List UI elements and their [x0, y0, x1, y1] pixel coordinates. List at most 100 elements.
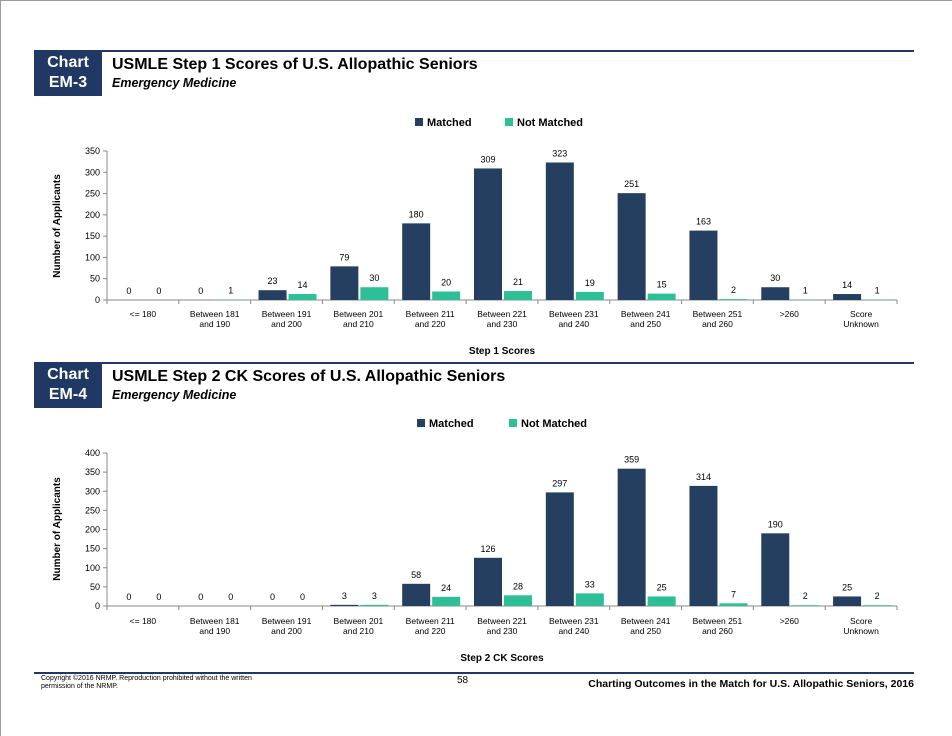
bar-matched — [761, 287, 790, 300]
bar-matched — [402, 223, 431, 300]
bar-not-matched — [647, 596, 676, 606]
chart-title: USMLE Step 2 CK Scores of U.S. Allopathi… — [112, 368, 506, 385]
bar-not-matched — [791, 605, 820, 606]
data-label-matched: 297 — [552, 478, 567, 488]
data-label-matched: 0 — [126, 592, 131, 602]
bar-matched — [617, 193, 646, 300]
x-category-label: Between 181 — [190, 309, 240, 319]
bar-not-matched — [863, 605, 892, 606]
x-category-label: and 230 — [487, 319, 518, 329]
bar-not-matched — [432, 596, 461, 606]
data-label-matched: 14 — [842, 280, 852, 290]
x-category-label: and 200 — [271, 319, 302, 329]
badge-line-1: Chart — [47, 366, 89, 383]
x-category-label: and 190 — [199, 319, 230, 329]
data-label-not-matched: 1 — [228, 286, 233, 296]
data-label-matched: 251 — [624, 179, 639, 189]
chart-badge: Chart EM-3 — [34, 50, 102, 96]
x-category-label: and 200 — [271, 626, 302, 636]
x-category-label: Between 201 — [334, 309, 384, 319]
legend-label: Matched — [429, 418, 474, 430]
data-label-matched: 3 — [342, 591, 347, 601]
data-label-matched: 309 — [480, 154, 495, 164]
bar-matched — [833, 596, 862, 606]
data-label-not-matched: 30 — [369, 273, 379, 283]
data-label-matched: 126 — [480, 544, 495, 554]
y-tick-label: 350 — [85, 146, 100, 156]
bar-matched — [689, 485, 718, 606]
y-tick-label: 300 — [85, 167, 100, 177]
legend-label: Not Matched — [517, 117, 583, 129]
x-category-label: and 240 — [558, 319, 589, 329]
y-tick-label: 50 — [90, 274, 100, 284]
x-category-label: Between 251 — [693, 616, 743, 626]
x-category-label: Between 181 — [190, 616, 240, 626]
x-category-label: Between 241 — [621, 616, 671, 626]
x-category-label: Between 191 — [262, 309, 312, 319]
data-label-matched: 0 — [198, 286, 203, 296]
bar-matched — [402, 583, 431, 606]
bar-not-matched — [360, 287, 389, 300]
data-label-not-matched: 0 — [228, 592, 233, 602]
legend-swatch — [505, 118, 513, 126]
header-rule — [102, 50, 914, 52]
legend-swatch — [509, 419, 517, 427]
data-label-not-matched: 3 — [372, 591, 377, 601]
y-tick-label: 100 — [85, 252, 100, 262]
bar-matched — [258, 290, 287, 300]
y-tick-label: 0 — [95, 601, 100, 611]
chart-subtitle: Emergency Medicine — [112, 388, 237, 402]
bar-matched — [474, 557, 502, 606]
data-label-matched: 163 — [696, 217, 711, 227]
data-label-matched: 58 — [411, 570, 421, 580]
y-tick-label: 400 — [85, 448, 100, 458]
data-label-not-matched: 0 — [300, 592, 305, 602]
x-category-label: Score — [850, 309, 872, 319]
data-label-not-matched: 2 — [875, 591, 880, 601]
data-label-not-matched: 2 — [803, 591, 808, 601]
data-label-not-matched: 7 — [731, 589, 736, 599]
x-category-label: Unknown — [843, 626, 879, 636]
x-category-label: and 210 — [343, 626, 374, 636]
x-category-label: Between 211 — [406, 309, 455, 319]
bar-not-matched — [504, 291, 532, 300]
bar-not-matched — [647, 293, 676, 300]
data-label-not-matched: 19 — [585, 278, 595, 288]
x-category-label: Between 231 — [549, 616, 599, 626]
x-category-label: Between 211 — [406, 616, 455, 626]
data-label-not-matched: 25 — [657, 582, 667, 592]
badge-line-2: EM-4 — [48, 386, 88, 403]
data-label-matched: 0 — [270, 592, 275, 602]
bar-matched — [761, 533, 790, 606]
x-axis-title: Step 1 Scores — [469, 346, 536, 357]
data-label-matched: 79 — [339, 252, 349, 262]
bar-not-matched — [360, 604, 389, 606]
x-category-label: <= 180 — [130, 309, 157, 319]
x-category-label: and 210 — [343, 319, 374, 329]
x-category-label: Between 241 — [621, 309, 671, 319]
chart-title: USMLE Step 1 Scores of U.S. Allopathic S… — [112, 56, 478, 73]
data-label-not-matched: 0 — [156, 592, 161, 602]
bar-matched — [330, 604, 359, 606]
x-category-label: and 230 — [487, 626, 518, 636]
x-category-label: Between 221 — [477, 309, 527, 319]
data-label-not-matched: 14 — [298, 280, 308, 290]
bar-not-matched — [719, 299, 748, 300]
data-label-matched: 23 — [268, 276, 278, 286]
bar-matched — [689, 230, 718, 300]
bar-matched — [617, 468, 646, 606]
data-label-matched: 25 — [842, 582, 852, 592]
x-category-label: and 250 — [630, 319, 661, 329]
data-label-matched: 30 — [770, 273, 780, 283]
bar-not-matched — [432, 291, 461, 300]
footer-rule — [34, 672, 914, 674]
copyright-notice: Copyright ©2016 NRMP. Reproduction prohi… — [41, 675, 252, 690]
data-label-not-matched: 20 — [441, 277, 451, 287]
page-number: 58 — [457, 675, 469, 686]
badge-line-2: EM-3 — [48, 74, 88, 91]
data-label-matched: 0 — [198, 592, 203, 602]
y-tick-label: 0 — [95, 295, 100, 305]
chart-subtitle: Emergency Medicine — [112, 76, 237, 90]
badge-line-1: Chart — [47, 54, 89, 71]
